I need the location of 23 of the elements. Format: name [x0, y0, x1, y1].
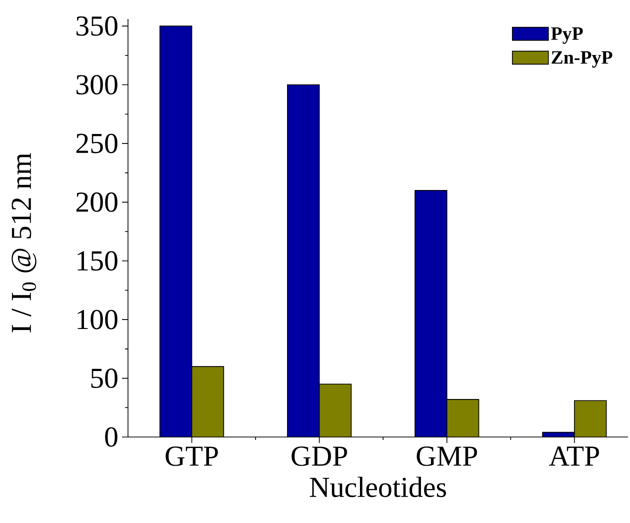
y-tick-label: 200	[76, 192, 118, 212]
bar	[414, 190, 447, 437]
bar	[192, 366, 224, 437]
y-tick-label: 250	[76, 134, 118, 154]
y-tick-label: 0	[105, 427, 118, 447]
x-tick-label: ATP	[549, 446, 599, 466]
legend-label: PyP	[551, 27, 583, 44]
bar	[287, 84, 320, 437]
x-tick-label: GTP	[166, 446, 218, 466]
y-tick-label: 350	[76, 16, 118, 36]
bar	[319, 384, 352, 437]
y-tick-label: 150	[78, 251, 118, 271]
y-tick-label: 100	[78, 310, 118, 330]
x-tick-label: GDP	[292, 446, 348, 466]
y-tick-label: 300	[76, 74, 118, 94]
x-axis-title: Nucleotides	[310, 476, 446, 498]
bar	[574, 400, 607, 437]
bar	[446, 399, 479, 437]
legend-label: Zn-PyP	[552, 51, 612, 68]
bar	[160, 26, 192, 437]
x-tick-label: GMP	[416, 446, 478, 466]
y-tick-label: 50	[91, 368, 118, 388]
y-axis-title: I / I$_{0}$ @ 512 nm	[12, 153, 36, 332]
